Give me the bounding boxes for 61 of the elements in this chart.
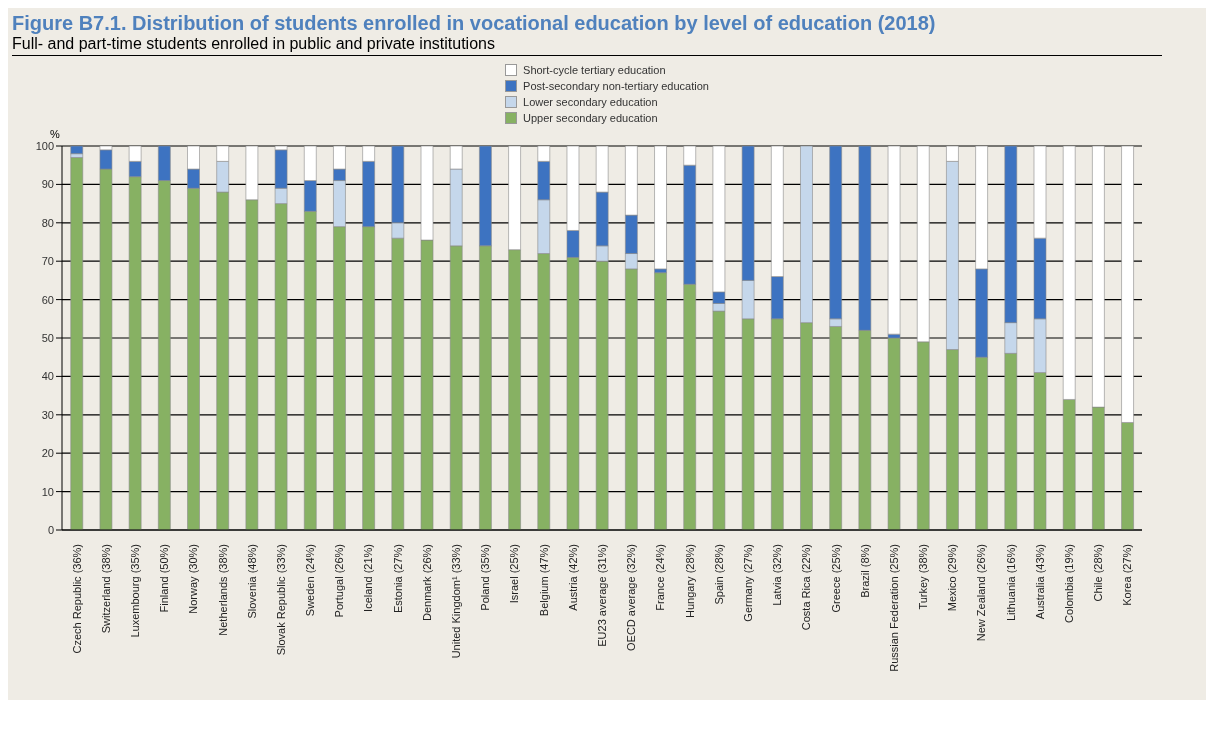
y-tick-label: 10 <box>41 485 54 498</box>
x-tick-label: Spain (28%) <box>712 544 725 605</box>
x-tick-label: Czech Republic (36%) <box>70 544 83 654</box>
x-tick-label: Sweden (24%) <box>304 544 317 617</box>
x-tick-label: Norway (30%) <box>187 544 200 614</box>
x-tick-label: EU23 average (31%) <box>596 544 608 647</box>
y-tick-label: 40 <box>41 370 54 383</box>
x-tick-label: Mexico (29%) <box>946 544 959 612</box>
x-tick-label: Australia (43%) <box>1033 544 1046 620</box>
y-tick-label: 20 <box>41 447 54 460</box>
x-tick-label: New Zealand (26%) <box>975 544 988 642</box>
legend-label: Post-secondary non-tertiary education <box>522 79 709 94</box>
y-tick-label: 0 <box>47 523 54 536</box>
y-tick-label: 100 <box>35 139 54 152</box>
legend-label: Lower secondary education <box>522 95 659 110</box>
bar <box>654 272 667 530</box>
x-tick-label: Korea (27%) <box>1121 544 1134 606</box>
x-tick-label: United Kingdom¹ (33%) <box>450 544 463 659</box>
bar <box>70 157 84 530</box>
x-tick-label: Austria (42%) <box>566 544 579 611</box>
x-tick-label: Hungary (28%) <box>683 544 696 618</box>
legend-label: Upper secondary education <box>522 111 659 126</box>
x-tick-label: OECD average (32%) <box>625 544 638 651</box>
y-tick-label: 70 <box>41 255 54 268</box>
x-tick-label: Iceland (21%) <box>362 544 375 612</box>
x-tick-label: Luxembourg (35%) <box>128 544 141 638</box>
x-tick-label: Belgium (47%) <box>537 544 550 617</box>
bar <box>70 146 84 154</box>
x-tick-label: Costa Rica (22%) <box>800 544 813 631</box>
x-tick-label: Estonia (27%) <box>391 544 404 614</box>
y-axis-title: % <box>50 128 61 140</box>
x-tick-label: Netherlands (38%) <box>216 544 229 636</box>
x-tick-label: Poland (35%) <box>479 544 492 611</box>
legend-label: Short-cycle tertiary education <box>522 63 667 78</box>
y-tick-label: 50 <box>41 331 54 344</box>
x-tick-label: Slovak Republic (33%) <box>274 544 287 656</box>
x-tick-label: Lithuania (16%) <box>1004 544 1017 622</box>
x-tick-label: Brazil (8%) <box>858 544 871 598</box>
x-tick-label: Israel (25%) <box>508 544 521 604</box>
y-tick-label: 30 <box>41 408 54 421</box>
bar <box>887 146 901 335</box>
y-tick-label: 60 <box>41 293 54 306</box>
x-tick-label: Russian Federation (25%) <box>887 544 900 672</box>
x-tick-label: Germany (27%) <box>741 544 754 622</box>
x-tick-label: Greece (25%) <box>829 544 842 613</box>
x-tick-label: Switzerland (38%) <box>99 544 112 634</box>
x-tick-label: Portugal (26%) <box>333 544 346 618</box>
x-tick-label: Turkey (38%) <box>917 544 930 610</box>
x-tick-label: Latvia (32%) <box>771 544 784 606</box>
x-tick-label: Finland (50%) <box>158 544 171 613</box>
x-tick-label: France (24%) <box>654 544 667 611</box>
chart-title: Figure B7.1. Distribution of students enrolled in vocational education by level of education (2018) <box>12 12 937 35</box>
bar <box>654 146 667 270</box>
x-tick-label: Colombia (19%) <box>1063 544 1076 623</box>
chart-subtitle: Full- and part-time students enrolled in public and private institutions <box>12 35 1162 56</box>
x-tick-label: Slovenia (48%) <box>245 544 258 619</box>
y-tick-label: 90 <box>41 178 54 191</box>
x-tick-label: Chile (28%) <box>1092 544 1105 602</box>
y-tick-label: 80 <box>41 216 54 229</box>
x-tick-label: Denmark (26%) <box>420 544 433 622</box>
bar <box>887 337 901 530</box>
